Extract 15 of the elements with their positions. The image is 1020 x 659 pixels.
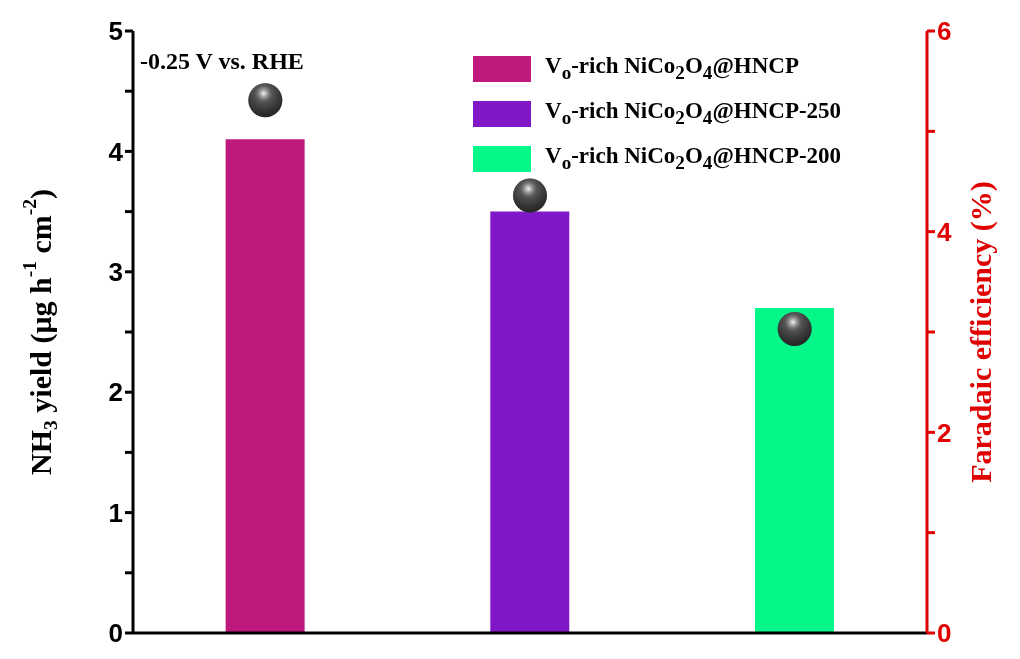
legend-label: V$_{o}$-rich NiCo$_{2}$O$_{4}$@HNCP [545, 53, 799, 84]
y2-tick-label: 0 [937, 618, 952, 649]
y-tick-label: 2 [108, 377, 123, 408]
y2-tick-label: 6 [937, 16, 952, 47]
annotation: -0.25 V vs. RHE [140, 48, 304, 75]
y-tick-label: 3 [108, 257, 123, 288]
y2-tick-label: 2 [937, 417, 952, 448]
y2-axis-title: Faradaic efficiency (%) [963, 181, 998, 483]
legend-label: V$_{o}$-rich NiCo$_{2}$O$_{4}$@HNCP-250 [545, 98, 842, 129]
legend-label: V$_{o}$-rich NiCo$_{2}$O$_{4}$@HNCP-200 [545, 143, 842, 174]
y-tick-label: 5 [108, 16, 123, 47]
y-tick-label: 1 [108, 497, 123, 528]
y-tick-label: 0 [108, 618, 123, 649]
y2-tick-label: 4 [937, 216, 952, 247]
y-tick-label: 4 [108, 136, 124, 167]
